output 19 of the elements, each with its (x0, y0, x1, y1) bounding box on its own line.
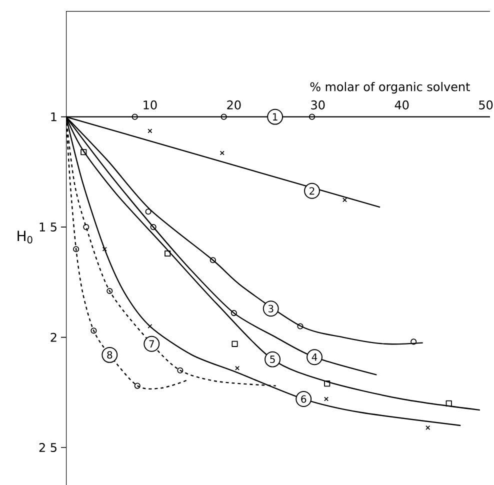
annotation: 2 (310, 187, 314, 195)
annotation: 8 (107, 351, 112, 359)
x-tick-label: 40 (394, 100, 409, 110)
x-tick-label: 10 (144, 100, 157, 110)
annotation: 3 (268, 304, 274, 312)
y-tick-label: 1 5 (40, 222, 56, 232)
x-tick-label: 20 (227, 100, 241, 110)
y-axis-title: H$_{0}$ (18, 230, 32, 244)
annotation: 7 (149, 340, 154, 348)
y-tick-label: 2 5 (39, 443, 56, 452)
annotation: 4 (312, 354, 318, 361)
x-tick-label: 30 (311, 100, 325, 110)
x-tick-label: 50 (479, 100, 493, 110)
y-tick-label: 1 (51, 112, 56, 122)
x-axis-title: % molar of organic solvent (310, 82, 470, 94)
annotation: 1 (272, 113, 278, 120)
annotation: 6 (301, 395, 306, 403)
annotation: 5 (270, 356, 275, 364)
y-tick-label: 2 (50, 332, 56, 342)
